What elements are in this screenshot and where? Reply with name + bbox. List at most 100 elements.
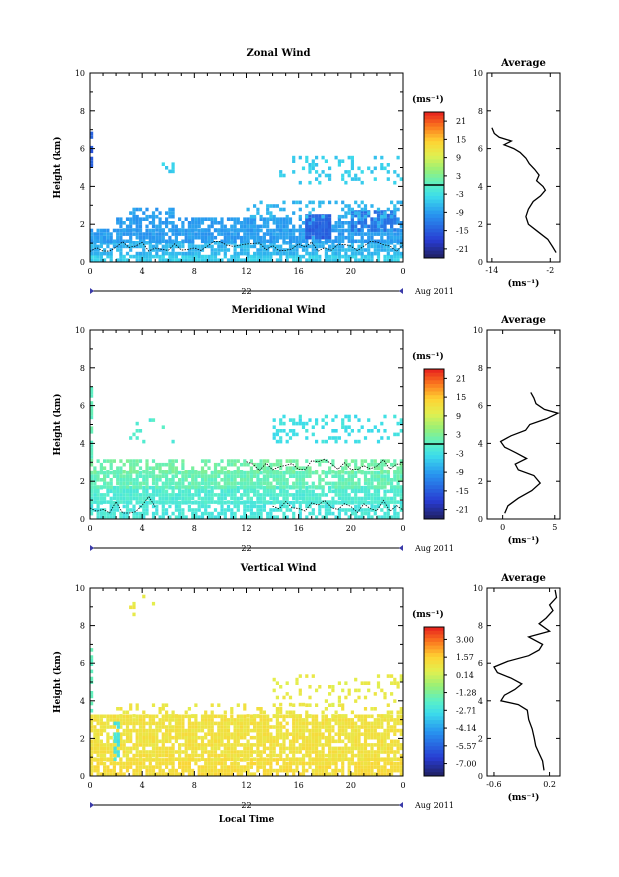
heatmap-cell bbox=[145, 214, 149, 219]
heatmap-cell bbox=[145, 721, 149, 726]
heatmap-cell bbox=[132, 743, 136, 747]
heatmap-cell bbox=[315, 177, 319, 181]
heatmap-cell bbox=[390, 214, 394, 219]
heatmap-cell bbox=[337, 718, 341, 722]
heatmap-cell bbox=[370, 481, 374, 486]
heatmap-cell bbox=[138, 757, 143, 761]
heatmap-cell bbox=[207, 258, 211, 262]
heatmap-cell bbox=[390, 515, 394, 519]
heatmap-cell bbox=[135, 221, 139, 225]
colorbar-swatch bbox=[424, 660, 444, 665]
heatmap-cell bbox=[148, 258, 152, 262]
heatmap-cell bbox=[370, 204, 374, 208]
heatmap-cell bbox=[181, 485, 185, 489]
heatmap-cell bbox=[161, 481, 165, 486]
heatmap-cell bbox=[347, 211, 351, 215]
heatmap-cell bbox=[380, 224, 384, 229]
heatmap-cell bbox=[373, 459, 377, 463]
heatmap-cell bbox=[174, 235, 178, 240]
heatmap-cell bbox=[295, 721, 299, 726]
colorbar-swatch bbox=[424, 656, 444, 661]
heatmap-cell bbox=[399, 489, 403, 494]
heatmap-cell bbox=[328, 750, 332, 754]
heatmap-cell bbox=[125, 746, 130, 751]
heatmap-cell bbox=[223, 224, 227, 229]
heatmap-cell bbox=[386, 728, 390, 733]
heatmap-cell bbox=[262, 489, 266, 494]
heatmap-cell bbox=[308, 739, 312, 744]
heatmap-cell bbox=[109, 489, 113, 494]
heatmap-cell bbox=[103, 235, 107, 240]
heatmap-cell bbox=[363, 232, 368, 236]
heatmap-cell bbox=[357, 418, 361, 422]
heatmap-cell bbox=[181, 470, 185, 475]
heatmap-cell bbox=[158, 235, 162, 240]
heatmap-cell bbox=[103, 765, 107, 769]
colorbar-swatch bbox=[424, 425, 444, 430]
heatmap-cell bbox=[298, 692, 302, 696]
heatmap-cell bbox=[236, 743, 240, 747]
heatmap-cell bbox=[253, 251, 257, 256]
colorbar-tick-label: -9 bbox=[456, 208, 464, 217]
heatmap-cell bbox=[109, 714, 113, 719]
heatmap-cell bbox=[191, 714, 195, 718]
heatmap-cell bbox=[354, 761, 358, 766]
heatmap-cell bbox=[367, 481, 371, 486]
heatmap-cell bbox=[331, 485, 335, 489]
colorbar-swatch bbox=[424, 440, 444, 445]
heatmap-cell bbox=[184, 765, 188, 769]
heatmap-cell bbox=[331, 772, 335, 776]
heatmap-cell bbox=[256, 232, 260, 236]
heatmap-cell bbox=[217, 470, 221, 474]
heatmap-cell bbox=[360, 462, 364, 467]
heatmap-cell bbox=[125, 239, 130, 244]
heatmap-cell bbox=[132, 757, 136, 761]
heatmap-cell bbox=[122, 228, 126, 232]
heatmap-cell bbox=[145, 232, 149, 236]
heatmap-cell bbox=[210, 765, 214, 769]
heatmap-cell bbox=[213, 235, 218, 240]
heatmap-cell bbox=[135, 707, 139, 711]
heatmap-cell bbox=[200, 470, 205, 474]
heatmap-cell bbox=[158, 758, 162, 762]
colorbar-swatch bbox=[424, 421, 444, 426]
colorbar-swatch bbox=[424, 735, 444, 740]
heatmap-cell bbox=[256, 750, 260, 754]
heatmap-cell bbox=[399, 674, 403, 678]
date-bar-arrow-left bbox=[90, 288, 94, 294]
date-bar-arrow-left bbox=[90, 545, 94, 551]
heatmap-cell bbox=[399, 254, 403, 259]
heatmap-cell bbox=[324, 414, 328, 419]
heatmap-cell bbox=[148, 496, 152, 501]
heatmap-cell bbox=[230, 481, 234, 486]
heatmap-cell bbox=[213, 765, 218, 769]
average-profile-line bbox=[491, 127, 557, 253]
heatmap-cell bbox=[90, 658, 94, 663]
heatmap-cell bbox=[249, 221, 253, 225]
heatmap-cell bbox=[223, 750, 227, 754]
heatmap-cell bbox=[282, 515, 286, 519]
heatmap-cell bbox=[393, 504, 397, 509]
heatmap-cell bbox=[233, 753, 237, 758]
heatmap-cell bbox=[246, 515, 250, 519]
heatmap-cell bbox=[328, 481, 332, 486]
heatmap-cell bbox=[90, 772, 94, 776]
heatmap-cell bbox=[191, 508, 195, 512]
heatmap-cell bbox=[266, 207, 270, 212]
heatmap-cell bbox=[386, 508, 390, 512]
colorbar-tick-label: 1.57 bbox=[456, 653, 474, 662]
heatmap-cell bbox=[226, 718, 231, 722]
heatmap-cell bbox=[119, 248, 123, 252]
heatmap-cell bbox=[125, 710, 130, 715]
heatmap-cell bbox=[184, 768, 188, 773]
heatmap-cell bbox=[324, 765, 328, 769]
heatmap-cell bbox=[308, 200, 312, 205]
heatmap-cell bbox=[151, 470, 156, 474]
heatmap-cell bbox=[103, 232, 107, 236]
heatmap-cell bbox=[282, 414, 286, 419]
heatmap-cell bbox=[324, 459, 328, 463]
heatmap-cell bbox=[324, 721, 328, 726]
heatmap-cell bbox=[246, 251, 250, 256]
heatmap-cell bbox=[90, 455, 94, 459]
